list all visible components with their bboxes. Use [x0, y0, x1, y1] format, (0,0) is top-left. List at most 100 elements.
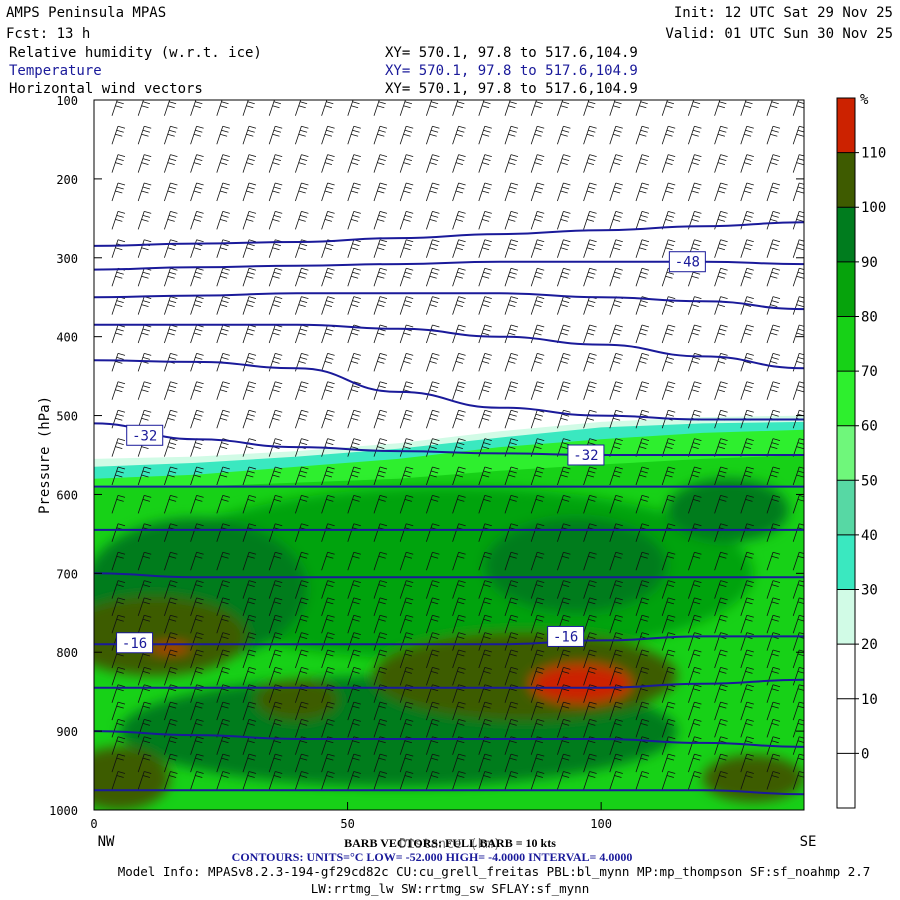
wind-barb-575 — [609, 701, 623, 721]
field-xy-wind: XY= 570.1, 97.8 to 517.6,104.9 — [385, 81, 638, 97]
wind-barb-762 — [792, 324, 804, 344]
wind-barb-46 — [137, 580, 152, 599]
wind-barb-347 — [399, 771, 414, 790]
wind-barb-538 — [583, 551, 597, 571]
wind-barb-474 — [530, 381, 545, 400]
wind-barb-416 — [478, 381, 492, 400]
wind-barb-338 — [399, 614, 414, 634]
isotherm-11 — [94, 730, 804, 748]
wind-barb-142 — [216, 736, 230, 755]
colorbar-label-100: 100 — [861, 200, 886, 216]
wind-barb-71 — [164, 466, 178, 486]
wind-barb-497 — [557, 211, 571, 230]
wind-barb-375 — [426, 753, 440, 773]
wind-barb-335 — [399, 551, 414, 571]
wind-barb-351 — [426, 182, 440, 202]
wind-barb-100 — [190, 466, 204, 486]
wind-barb-327 — [399, 324, 414, 344]
wind-barb-597 — [635, 580, 650, 599]
y-tick-label-700: 700 — [56, 567, 78, 581]
wind-barb-470 — [530, 267, 545, 287]
wind-barb-640 — [688, 154, 702, 173]
wind-barb-443 — [504, 324, 519, 344]
wind-barb-761 — [792, 296, 804, 315]
isotherm-8 — [94, 572, 804, 579]
wind-barb-483 — [530, 614, 545, 634]
wind-barb-503 — [557, 381, 571, 400]
isotherm-10 — [94, 678, 804, 689]
wind-barb-501 — [557, 324, 571, 344]
wind-barb-127 — [216, 409, 230, 429]
wind-barb-420 — [478, 495, 492, 514]
wind-barb-162 — [242, 580, 257, 599]
wind-barb-350 — [426, 154, 440, 173]
wind-barb-480 — [530, 551, 545, 571]
wind-barb-405 — [452, 771, 466, 790]
wind-barb-47 — [137, 597, 152, 617]
wind-barb-554 — [609, 182, 623, 202]
wind-barb-741 — [766, 551, 781, 571]
wind-barb-694 — [714, 753, 728, 773]
wind-barb-633 — [661, 701, 676, 721]
rh-cell-2 — [484, 518, 668, 613]
wind-barb-708 — [740, 438, 754, 457]
wind-barb-144 — [216, 771, 230, 790]
wind-barb-91 — [190, 211, 204, 230]
wind-barb-453 — [504, 597, 519, 617]
wind-barb-179 — [268, 239, 283, 258]
wind-barb-645 — [688, 296, 702, 315]
wind-barb-394 — [452, 580, 466, 599]
wind-barb-395 — [452, 597, 466, 617]
wind-barb-78 — [164, 632, 178, 651]
isotherm-label-4: -16 — [553, 629, 578, 645]
wind-barb-567 — [609, 551, 623, 571]
wind-barb-411 — [478, 239, 492, 258]
wind-barb-150 — [242, 239, 257, 258]
wind-barb-145 — [242, 100, 256, 116]
wind-barb-686 — [714, 614, 728, 634]
wind-barb-201 — [268, 753, 283, 773]
wind-barb-370 — [426, 667, 440, 686]
wind-barb-654 — [688, 551, 702, 571]
wind-barb-256 — [321, 701, 335, 721]
wind-barb-767 — [792, 466, 804, 486]
wind-barb-358 — [426, 381, 440, 400]
wind-barb-372 — [426, 701, 440, 721]
wind-barb-14 — [111, 495, 126, 514]
wind-barb-378 — [452, 125, 466, 145]
y-tick-label-600: 600 — [56, 488, 78, 502]
wind-barb-655 — [688, 580, 702, 599]
wind-barb-124 — [216, 324, 230, 344]
wind-barb-60 — [164, 154, 178, 173]
wind-barb-636 — [661, 753, 676, 773]
wind-barb-397 — [452, 632, 466, 651]
wind-barb-452 — [504, 580, 519, 599]
field-xy-temperature: XY= 570.1, 97.8 to 517.6,104.9 — [385, 63, 638, 79]
wind-barb-518 — [557, 719, 571, 738]
wind-barb-238 — [321, 267, 335, 287]
isotherm-4 — [94, 359, 804, 421]
wind-barb-755 — [792, 125, 804, 145]
wind-barb-11 — [111, 409, 126, 429]
wind-barb-535 — [583, 466, 597, 486]
wind-barb-122 — [216, 267, 230, 287]
wind-barb-269 — [347, 324, 361, 344]
wind-barb-211 — [295, 324, 309, 344]
y-axis-label: Pressure (hPa) — [37, 396, 53, 514]
wind-barb-216 — [295, 466, 309, 486]
wind-barb-484 — [530, 632, 545, 651]
wind-barb-427 — [478, 649, 492, 669]
wind-barb-572 — [609, 649, 623, 669]
wind-barb-598 — [635, 597, 650, 617]
wind-barb-473 — [530, 353, 545, 372]
wind-barb-581 — [635, 125, 650, 145]
wind-barb-381 — [452, 211, 466, 230]
wind-barb-551 — [609, 100, 623, 116]
wind-barb-465 — [530, 125, 545, 145]
wind-barb-455 — [504, 632, 519, 651]
colorbar-label-60: 60 — [861, 419, 878, 435]
wind-barb-0 — [111, 100, 125, 116]
wind-barb-439 — [504, 211, 519, 230]
wind-barb-275 — [347, 495, 361, 514]
wind-barb-435 — [504, 100, 518, 116]
